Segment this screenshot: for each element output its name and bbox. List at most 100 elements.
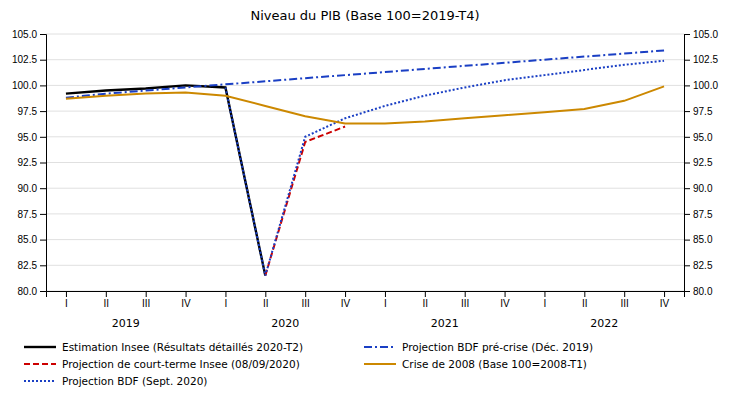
tick-label: IV (181, 298, 191, 309)
year-label: 2022 (590, 317, 618, 330)
x-tick: I (65, 291, 68, 309)
tick-mark (684, 60, 690, 61)
x-tick: III (142, 291, 150, 309)
y2-tick: 105.0 (684, 29, 718, 40)
y-tick: 82.5 (18, 260, 46, 271)
legend-item: Projection de court-terme Insee (08/09/2… (24, 358, 300, 370)
y2-tick: 90.0 (684, 183, 713, 194)
tick-mark (505, 291, 506, 297)
tick-label: II (423, 298, 429, 309)
tick-mark (544, 291, 545, 297)
y-tick: 90.0 (18, 183, 46, 194)
y-tick: 105.0 (12, 29, 46, 40)
y2-tick: 95.0 (684, 132, 713, 143)
axis-line (47, 292, 685, 298)
legend-item: Projection BDF (Sept. 2020) (24, 375, 207, 387)
tick-mark (684, 291, 690, 292)
axis-line (685, 35, 691, 292)
tick-mark (584, 291, 585, 297)
chart: IIIIIIIVIIIIIIIVIIIIIIIVIIIIIIIV20192020… (0, 0, 730, 409)
tick-label: 80.0 (693, 286, 713, 297)
tick-label: 97.5 (693, 106, 713, 117)
tick-label: III (621, 298, 629, 309)
tick-mark (40, 111, 46, 112)
tick-mark (684, 188, 690, 189)
tick-mark (305, 291, 306, 297)
tick-mark (684, 111, 690, 112)
tick-label: 100.0 (12, 80, 37, 91)
series-line (265, 127, 345, 276)
legend-item: Projection BDF pré-crise (Déc. 2019) (364, 341, 593, 353)
series-line (66, 50, 664, 97)
tick-mark (684, 265, 690, 266)
y2-tick: 80.0 (684, 286, 713, 297)
tick-mark (106, 291, 107, 297)
x-axis: IIIIIIIVIIIIIIIVIIIIIIIVIIIIIIIV (47, 291, 685, 309)
tick-mark (40, 291, 46, 292)
tick-mark (684, 137, 690, 138)
tick-label: IV (660, 298, 670, 309)
tick-label: I (384, 298, 387, 309)
y-axis: 80.082.585.087.590.092.595.097.5100.0102… (12, 29, 47, 297)
tick-label: 92.5 (18, 157, 38, 168)
x-tick: IV (341, 291, 351, 309)
x-tick: I (225, 291, 228, 309)
tick-mark (186, 291, 187, 297)
legend-swatch (364, 346, 396, 348)
series-line (66, 85, 265, 275)
legend-item: Crise de 2008 (Base 100=2008-T1) (364, 358, 587, 370)
tick-label: 92.5 (693, 157, 713, 168)
y-tick: 102.5 (12, 54, 46, 65)
tick-label: IV (341, 298, 351, 309)
y-tick: 100.0 (12, 80, 46, 91)
legend: Estimation Insee (Résultats détaillés 20… (24, 341, 593, 387)
y2-tick: 100.0 (684, 80, 718, 91)
tick-mark (425, 291, 426, 297)
grid (46, 34, 684, 291)
tick-label: II (263, 298, 269, 309)
tick-label: 90.0 (18, 183, 38, 194)
tick-mark (664, 291, 665, 297)
grid-line (46, 136, 684, 137)
x-tick: IV (500, 291, 510, 309)
grid-line (46, 85, 684, 86)
series-line (66, 86, 664, 123)
tick-label: I (65, 298, 68, 309)
x-tick: II (423, 291, 429, 309)
x-tick: I (384, 291, 387, 309)
legend-swatch (24, 346, 56, 348)
tick-mark (146, 291, 147, 297)
legend-item: Estimation Insee (Résultats détaillés 20… (24, 341, 303, 353)
grid-line (46, 162, 684, 163)
tick-label: 95.0 (693, 132, 713, 143)
tick-mark (684, 34, 690, 35)
tick-mark (40, 163, 46, 164)
legend-swatch (24, 363, 56, 365)
tick-label: 102.5 (12, 54, 37, 65)
tick-label: 85.0 (18, 234, 38, 245)
y2-tick: 97.5 (684, 106, 713, 117)
y2-tick: 102.5 (684, 54, 718, 65)
grid-line (46, 34, 684, 35)
x-tick: IV (660, 291, 670, 309)
tick-mark (225, 291, 226, 297)
tick-label: 105.0 (693, 29, 718, 40)
tick-mark (465, 291, 466, 297)
grid-line (46, 59, 684, 60)
legend-label: Projection BDF (Sept. 2020) (62, 375, 207, 387)
tick-mark (684, 163, 690, 164)
tick-label: 82.5 (693, 260, 713, 271)
tick-label: III (461, 298, 469, 309)
y-tick: 97.5 (18, 106, 46, 117)
tick-mark (40, 265, 46, 266)
y2-axis: 80.082.585.087.590.092.595.097.5100.0102… (684, 29, 718, 297)
grid-line (46, 265, 684, 266)
tick-mark (40, 240, 46, 241)
y-tick: 87.5 (18, 209, 46, 220)
y-tick: 95.0 (18, 132, 46, 143)
tick-label: 85.0 (693, 234, 713, 245)
tick-mark (40, 188, 46, 189)
legend-label: Estimation Insee (Résultats détaillés 20… (62, 341, 303, 353)
tick-label: 90.0 (693, 183, 713, 194)
tick-label: III (142, 298, 150, 309)
